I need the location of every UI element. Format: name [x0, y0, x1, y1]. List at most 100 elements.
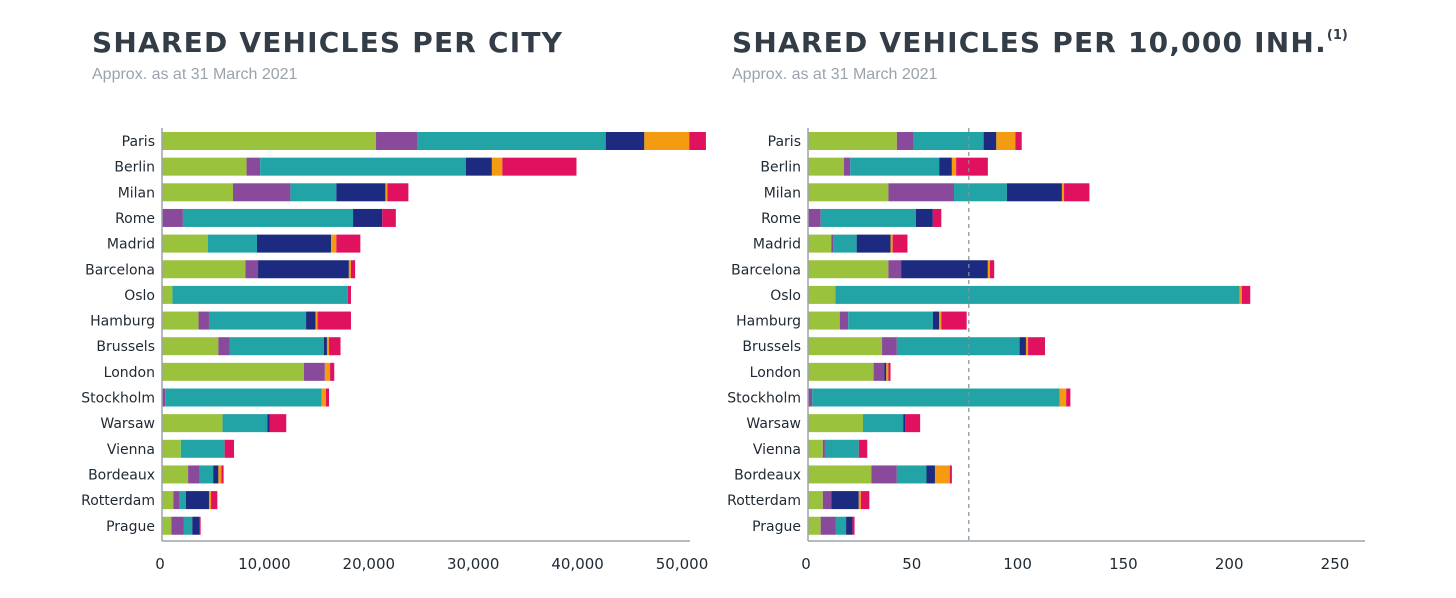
bar-segment-berlin-s5: [951, 157, 957, 176]
bar-segment-stockholm-s2: [808, 388, 813, 407]
chart-subtitle: Approx. as at 31 March 2021: [92, 66, 298, 83]
bar-segment-milan-s5: [385, 183, 388, 202]
bar-segment-vienna-s3: [824, 439, 859, 458]
bar-segment-paris-s5: [644, 132, 690, 150]
bar-segment-rome-s4: [353, 208, 383, 227]
bar-segment-milan-s1: [162, 183, 233, 202]
category-label: Stockholm: [81, 391, 155, 407]
category-label: Barcelona: [85, 262, 155, 278]
bar-segment-oslo-s6: [1241, 285, 1251, 304]
bar-segment-madrid-s6: [892, 234, 908, 253]
bar-segment-prague-s4: [846, 516, 853, 535]
bar-segment-london-s6: [330, 362, 335, 381]
bar-segment-bordeaux-s4: [213, 465, 219, 484]
bar-segment-madrid-s4: [257, 234, 332, 253]
category-label: Milan: [764, 185, 801, 201]
category-label: Rotterdam: [81, 493, 155, 509]
bar-segment-paris-s2: [896, 132, 914, 150]
x-tick-label: 50,000: [656, 555, 709, 573]
bar-segment-rotterdam-s2: [822, 491, 832, 510]
bar-segment-rome-s2: [808, 208, 821, 227]
bar-segment-warsaw-s1: [162, 414, 223, 433]
bar-segment-vienna-s2: [822, 439, 825, 458]
bar-segment-london-s5: [886, 362, 889, 381]
category-label: Berlin: [114, 160, 155, 176]
bar-segment-warsaw-s3: [222, 414, 268, 433]
bar-segment-hamburg-s5: [315, 311, 318, 330]
chart-title: SHARED VEHICLES PER CITY: [92, 26, 564, 59]
bar-segment-berlin-s4: [465, 157, 492, 176]
bar-segment-paris-s1: [162, 132, 377, 150]
category-label: Madrid: [107, 237, 155, 253]
bar-segment-hamburg-s4: [306, 311, 316, 330]
category-label: Hamburg: [736, 314, 801, 330]
x-tick-label: 20,000: [343, 555, 396, 573]
x-tick-label: 250: [1321, 555, 1350, 573]
bar-segment-vienna-s1: [162, 439, 181, 458]
bar-segment-bordeaux-s6: [949, 465, 952, 484]
bar-segment-rome-s2: [162, 208, 183, 227]
category-label: Oslo: [124, 288, 155, 304]
category-label: Paris: [768, 134, 801, 150]
bar-segment-london-s6: [888, 362, 891, 381]
bar-segment-berlin-s1: [162, 157, 247, 176]
category-label: Rotterdam: [727, 493, 801, 509]
bar-chart-per-10000-inh: Paris Berlin Milan Rome Madrid Barcelona Oslo H…: [727, 128, 1365, 573]
bar-segment-brussels-s3: [896, 337, 1020, 356]
bar-segment-oslo-s1: [162, 285, 173, 304]
bar-segment-bordeaux-s3: [199, 465, 214, 484]
bar-segment-barcelona-s2: [888, 260, 902, 279]
bar-segment-stockholm-s3: [165, 388, 322, 407]
bar-segment-rome-s3: [820, 208, 916, 227]
bar-segment-prague-s3: [835, 516, 847, 535]
category-label: Bordeaux: [88, 467, 155, 483]
bar-segment-madrid-s1: [162, 234, 208, 253]
bar-segment-paris-s3: [913, 132, 984, 150]
bar-segment-prague-s2: [171, 516, 184, 535]
bar-segment-warsaw-s6: [905, 414, 921, 433]
bar-segment-barcelona-s6: [350, 260, 356, 279]
chart-subtitle: Approx. as at 31 March 2021: [732, 66, 938, 83]
bar-segment-madrid-s5: [331, 234, 337, 253]
bar-segment-london-s5: [324, 362, 331, 381]
bar-segment-berlin-s4: [939, 157, 952, 176]
bar-segment-oslo-s6: [347, 285, 351, 304]
bar-segment-vienna-s6: [224, 439, 235, 458]
bar-segment-bordeaux-s5: [934, 465, 950, 484]
bar-segment-rome-s6: [932, 208, 942, 227]
category-label: Warsaw: [100, 416, 155, 432]
bar-segment-oslo-s3: [172, 285, 348, 304]
bar-segment-bordeaux-s4: [926, 465, 935, 484]
bar-segment-madrid-s4: [856, 234, 891, 253]
category-label: Brussels: [742, 339, 801, 355]
bar-segment-barcelona-s2: [245, 260, 259, 279]
category-label: Hamburg: [90, 314, 155, 330]
bar-segment-rotterdam-s5: [858, 491, 861, 510]
category-label: London: [104, 365, 155, 381]
x-tick-label: 10,000: [238, 555, 291, 573]
bar-segment-paris-s1: [808, 132, 897, 150]
bar-segment-hamburg-s3: [208, 311, 307, 330]
bar-segment-stockholm-s3: [812, 388, 1060, 407]
bar-segment-london-s2: [303, 362, 325, 381]
bar-segment-stockholm-s2: [162, 388, 166, 407]
bar-segment-bordeaux-s6: [221, 465, 224, 484]
bar-segment-london-s2: [873, 362, 885, 381]
x-tick-label: 50: [902, 555, 921, 573]
bar-segment-hamburg-s1: [162, 311, 199, 330]
category-label: Bordeaux: [734, 467, 801, 483]
bar-segment-oslo-s3: [835, 285, 1240, 304]
x-tick-label: 100: [1003, 555, 1032, 573]
bar-segment-barcelona-s4: [901, 260, 988, 279]
x-tick-label: 40,000: [551, 555, 604, 573]
bar-segment-brussels-s3: [229, 337, 324, 356]
category-label: Rome: [115, 211, 155, 227]
x-tick-label: 150: [1109, 555, 1138, 573]
bar-segment-berlin-s3: [850, 157, 940, 176]
bar-segment-paris-s4: [605, 132, 645, 150]
bar-segment-vienna-s6: [858, 439, 868, 458]
bar-segment-barcelona-s1: [162, 260, 246, 279]
category-label: Prague: [752, 519, 801, 535]
bar-segment-rome-s4: [915, 208, 933, 227]
bar-segment-london-s1: [808, 362, 874, 381]
